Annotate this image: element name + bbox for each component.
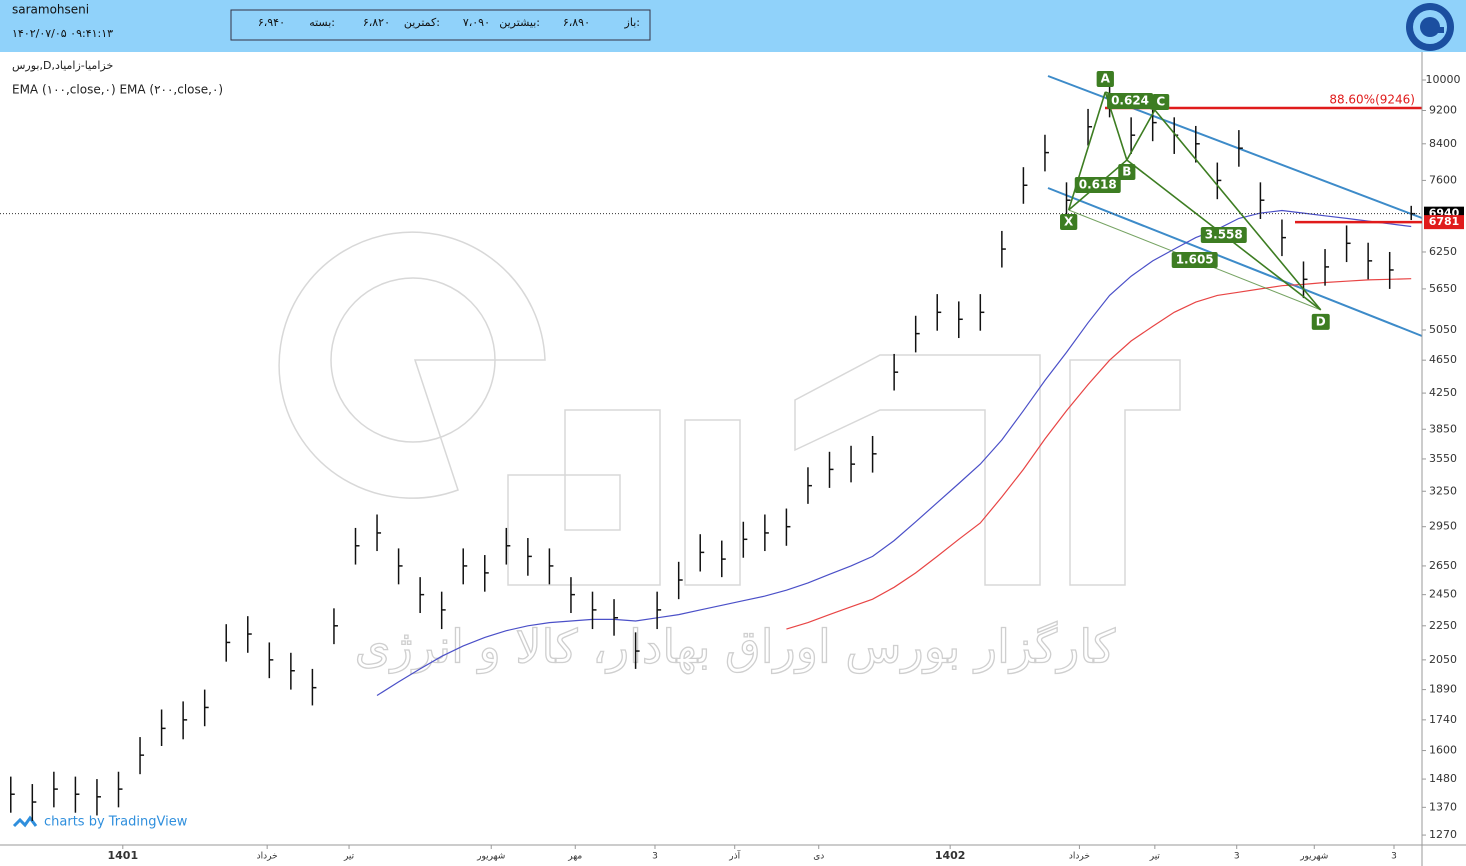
y-tick-label: 1600 — [1429, 744, 1457, 757]
x-tick-label: خرداد — [257, 852, 278, 862]
y-tick-label: 8400 — [1429, 137, 1457, 150]
x-tick-label: تیر — [343, 852, 355, 862]
y-tick-label: 7600 — [1429, 173, 1457, 186]
symbol-legend: بورس,D,خزامیا-زامیاد — [12, 59, 113, 72]
pattern-ratio-bg — [1171, 251, 1218, 268]
x-tick-label: 1402 — [935, 849, 966, 862]
watermark-text: کارگزار بورس اوراق بهادار، کالا و انرژی — [355, 620, 1116, 675]
pattern-point: D — [1316, 314, 1326, 328]
price-label: 6781 — [1429, 215, 1460, 228]
pattern-point: B — [1122, 165, 1131, 179]
pattern-ratio: 1.605 — [1176, 252, 1214, 266]
y-tick-label: 2450 — [1429, 588, 1457, 601]
ohlc-name: کمترین: — [404, 16, 440, 29]
pattern-ratio: 0.624 — [1111, 93, 1149, 107]
ohlc-value: ۶،۸۲۰ — [363, 16, 390, 29]
x-tick-label: آذر — [728, 850, 740, 862]
y-tick-label: 1480 — [1429, 772, 1457, 785]
ohlc-value: ۷،۰۹۰ — [463, 16, 490, 29]
x-tick-label: تیر — [1149, 852, 1161, 862]
footer-credit[interactable]: charts by TradingView — [44, 815, 188, 830]
x-tick-label: 3 — [652, 852, 658, 862]
x-tick-label: خرداد — [1069, 852, 1090, 862]
ohlc-value: ۶،۸۹۰ — [563, 16, 590, 29]
y-tick-label: 5650 — [1429, 282, 1457, 295]
pattern-point-bg — [1118, 164, 1136, 181]
x-tick-label: 3 — [1391, 852, 1397, 862]
x-tick-label: 1401 — [107, 849, 138, 862]
pattern-point: A — [1101, 72, 1111, 86]
y-tick-label: 6250 — [1429, 245, 1457, 258]
datetime: ۱۴۰۲/۰۷/۰۵ ۰۹:۴۱:۱۳ — [12, 27, 113, 40]
header-bar — [0, 0, 1466, 52]
ema-line — [376, 209, 1412, 697]
y-tick-label: 2250 — [1429, 619, 1457, 632]
indicator-legend: EMA (۱۰۰,close,۰) EMA (۲۰۰,close,۰) — [12, 83, 223, 97]
y-tick-label: 3250 — [1429, 484, 1457, 497]
y-tick-label: 1740 — [1429, 713, 1457, 726]
y-tick-label: 1270 — [1429, 828, 1457, 841]
y-tick-label: 3850 — [1429, 422, 1457, 435]
logo — [1406, 3, 1454, 51]
pattern-point-bg — [1096, 71, 1114, 88]
pattern-point: X — [1064, 214, 1074, 228]
ohlc-name: باز: — [624, 16, 640, 29]
ohlc-box — [230, 9, 651, 41]
username: saramohseni — [12, 3, 89, 17]
pattern-point-bg — [1152, 93, 1170, 110]
x-tick-label: 3 — [1234, 852, 1240, 862]
y-tick-label: 5050 — [1429, 323, 1457, 336]
fib-label: 88.60%(9246) — [1329, 93, 1415, 107]
ohlc-name: بسته: — [309, 16, 335, 29]
y-tick-label: 1370 — [1429, 800, 1457, 813]
y-tick-label: 2050 — [1429, 653, 1457, 666]
ohlc-value: ۶،۹۴۰ — [258, 16, 285, 29]
y-tick-label: 3550 — [1429, 452, 1457, 465]
channel-line — [1047, 187, 1423, 337]
x-tick-label: شهریور — [1299, 852, 1328, 862]
y-tick-label: 10000 — [1426, 73, 1461, 86]
pattern-point: C — [1156, 94, 1165, 108]
y-tick-label: 2950 — [1429, 520, 1457, 533]
y-tick-label: 4650 — [1429, 353, 1457, 366]
pattern-point-bg — [1311, 313, 1330, 330]
pattern-ratio-bg — [1107, 92, 1154, 109]
x-tick-label: شهریور — [476, 852, 505, 862]
y-tick-label: 1890 — [1429, 683, 1457, 696]
pattern-ratio: 0.618 — [1079, 178, 1117, 192]
pattern-point-bg — [1060, 213, 1078, 230]
pattern-line — [1154, 109, 1322, 311]
watermark-logo — [278, 231, 1181, 586]
pattern-ratio-bg — [1074, 177, 1121, 194]
pattern-ratio: 3.558 — [1205, 227, 1243, 241]
y-tick-label: 2650 — [1429, 559, 1457, 572]
y-tick-label: 9200 — [1429, 104, 1457, 117]
pattern-line — [1126, 109, 1156, 161]
ohlc-name: بیشترین: — [499, 16, 540, 29]
x-tick-label: مهر — [567, 852, 582, 862]
y-tick-label: 4250 — [1429, 386, 1457, 399]
x-tick-label: دی — [813, 852, 824, 862]
ema-line — [786, 278, 1412, 630]
price-label-bg — [1424, 215, 1464, 230]
pattern-ratio-bg — [1200, 226, 1247, 243]
